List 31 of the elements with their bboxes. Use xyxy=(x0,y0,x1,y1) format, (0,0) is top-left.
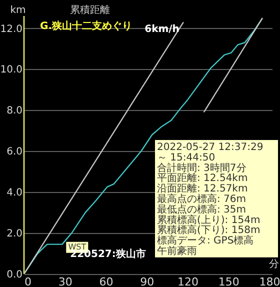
annotation: 2022-05-27 12:37:29 xyxy=(157,142,264,153)
annotation: WST xyxy=(68,242,86,252)
y-tick-label: 8.0 xyxy=(6,106,22,117)
x-tick-label: 150 xyxy=(218,276,240,287)
annotation: 沿面距離: 12.57km xyxy=(157,182,248,195)
annotation: 最低点の標高: 35m xyxy=(157,203,246,216)
x-tick-label: 30 xyxy=(58,276,72,287)
y-tick-label: 4.0 xyxy=(6,188,22,199)
x-tick-label: 180 xyxy=(259,276,280,287)
annotation: 最高点の標高: 76m xyxy=(157,193,246,205)
text: G.狭山十二支めぐり xyxy=(40,20,132,32)
annotation: 午前豪雨 xyxy=(157,245,197,257)
annotation: 平面距離: 12.54km xyxy=(157,172,248,184)
y-tick-label: 6.0 xyxy=(6,146,22,158)
annotation: ～ 15:44:50 xyxy=(157,152,216,164)
annotation: 累積標高(上り): 154m xyxy=(157,214,260,226)
y-tick-label: 10.0 xyxy=(0,64,22,76)
x-tick-label: 0 xyxy=(24,276,32,287)
annotation: 合計時間: 3時間7分 xyxy=(157,162,246,174)
y-tick-label: 0.0 xyxy=(6,270,22,280)
x-axis-title: 分 xyxy=(269,258,279,270)
y-tick-label: 2.0 xyxy=(6,228,22,240)
y-axis-title: km xyxy=(10,5,26,16)
x-tick-label: 60 xyxy=(99,276,114,287)
annotation: 累積標高(下り): 158m xyxy=(157,224,260,236)
series-label: 6km/h xyxy=(144,24,180,36)
x-tick-label: 90 xyxy=(140,276,154,287)
chart-title: 累積距離 xyxy=(70,4,110,16)
y-tick-label: 12.0 xyxy=(0,24,22,35)
x-tick-label: 120 xyxy=(178,276,199,287)
annotation: 標高データ: GPS標高 xyxy=(157,234,254,247)
